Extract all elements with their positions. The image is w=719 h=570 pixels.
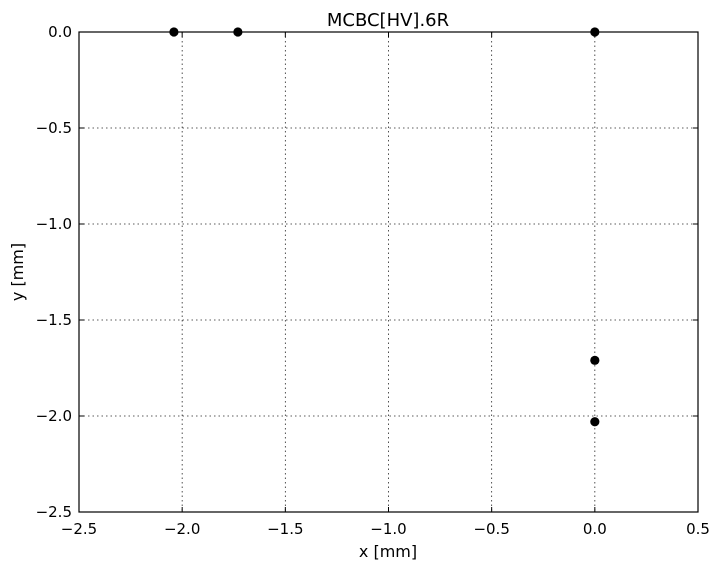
- y-tick-label: −1.5: [36, 311, 72, 329]
- x-tick-label: 0.0: [583, 520, 607, 538]
- plot-area-frame: [78, 31, 699, 513]
- x-tick-label: −2.5: [61, 520, 97, 538]
- x-axis-title: x [mm]: [359, 542, 417, 561]
- y-tick-label: 0.0: [48, 23, 72, 41]
- x-tick-label: 0.5: [686, 520, 710, 538]
- data-point: [590, 355, 600, 365]
- y-tick-label: −2.0: [36, 407, 72, 425]
- x-tick-label: −1.5: [267, 520, 303, 538]
- chart-title: MCBC[HV].6R: [327, 10, 449, 31]
- y-tick-label: −1.0: [36, 215, 72, 233]
- y-tick-label: −0.5: [36, 119, 72, 137]
- x-tick-label: −0.5: [473, 520, 509, 538]
- x-tick-label: −1.0: [370, 520, 406, 538]
- x-tick-label: −2.0: [164, 520, 200, 538]
- y-axis-title: y [mm]: [8, 243, 27, 301]
- data-point: [590, 417, 600, 427]
- y-tick-labels: 0.0 −0.5 −1.0 −1.5 −2.0 −2.5: [36, 23, 72, 521]
- y-tick-label: −2.5: [36, 503, 72, 521]
- x-tick-labels: −2.5 −2.0 −1.5 −1.0 −0.5 0.0 0.5: [61, 520, 710, 538]
